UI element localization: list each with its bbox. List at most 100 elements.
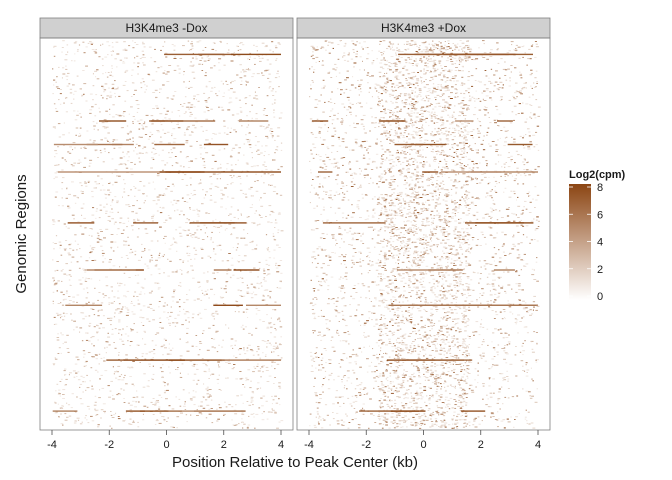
heatmap-cell: [161, 149, 164, 151]
heatmap-cell: [106, 341, 109, 343]
heatmap-cell: [382, 273, 384, 275]
heatmap-cell: [265, 127, 267, 129]
heatmap-cell: [164, 70, 166, 72]
heatmap-cell: [379, 203, 382, 205]
heatmap-cell: [385, 135, 387, 137]
heatmap-cell: [278, 421, 281, 423]
heatmap-cell: [478, 423, 481, 425]
heatmap-cell: [131, 329, 134, 331]
heatmap-cell: [54, 243, 57, 244]
heatmap-cell: [76, 249, 78, 251]
heatmap-cell: [123, 389, 125, 391]
heatmap-cell: [164, 242, 166, 244]
heatmap-cell: [467, 244, 471, 246]
heatmap-cell: [449, 71, 452, 73]
heatmap-cell: [160, 397, 163, 398]
heatmap-cell: [110, 411, 112, 412]
heatmap-cell: [155, 420, 159, 422]
heatmap-cell: [206, 107, 209, 108]
heatmap-cell: [384, 230, 386, 232]
heatmap-cell: [142, 41, 144, 43]
heatmap-cell: [237, 218, 239, 220]
heatmap-cell: [456, 427, 459, 429]
heatmap-cell: [151, 123, 154, 125]
heatmap-cell: [243, 255, 247, 257]
heatmap-cell: [159, 317, 162, 319]
heatmap-cell: [408, 276, 412, 277]
heatmap-cell: [410, 313, 413, 315]
heatmap-cell: [118, 321, 121, 323]
heatmap-cell: [480, 266, 482, 268]
heatmap-cell: [152, 158, 155, 160]
heatmap-cell: [152, 404, 154, 405]
heatmap-cell: [254, 212, 256, 214]
heatmap-cell: [230, 127, 232, 129]
heatmap-cell: [402, 277, 405, 279]
heatmap-cell: [450, 363, 452, 365]
heatmap-cell: [133, 150, 135, 152]
heatmap-cell: [221, 260, 224, 262]
heatmap-cell: [241, 125, 243, 127]
heatmap-cell: [461, 123, 464, 125]
heatmap-cell: [465, 350, 468, 352]
heatmap-cell: [90, 337, 93, 339]
heatmap-cell: [102, 161, 105, 163]
heatmap-cell: [214, 259, 216, 261]
heatmap-cell: [186, 234, 189, 236]
heatmap-cell: [515, 82, 518, 84]
heatmap-cell: [91, 309, 95, 310]
heatmap-cell: [529, 314, 532, 316]
heatmap-cell: [432, 108, 435, 110]
heatmap-cell: [97, 371, 99, 373]
heatmap-cell: [375, 342, 378, 344]
heatmap-cell: [413, 231, 417, 233]
heatmap-cell: [246, 287, 250, 289]
heatmap-cell: [234, 80, 236, 82]
heatmap-cell: [387, 396, 389, 398]
heatmap-cell: [453, 260, 457, 262]
heatmap-cell: [536, 216, 539, 218]
heatmap-cell: [495, 314, 499, 316]
heatmap-cell: [203, 383, 205, 385]
heatmap-cell: [464, 136, 467, 138]
heatmap-cell: [169, 324, 171, 326]
heatmap-cell: [536, 343, 538, 345]
heatmap-cell: [240, 270, 242, 272]
heatmap-cell: [460, 102, 463, 104]
heatmap-cell: [133, 94, 135, 95]
heatmap-cell: [147, 138, 150, 140]
heatmap-cell: [93, 404, 97, 406]
heatmap-cell: [179, 165, 182, 167]
heatmap-cell: [132, 123, 134, 124]
heatmap-cell: [137, 66, 139, 68]
heatmap-cell: [121, 127, 124, 129]
heatmap-cell: [230, 233, 233, 235]
heatmap-cell: [62, 394, 65, 395]
heatmap-cell: [105, 72, 107, 74]
heatmap-cell: [244, 97, 247, 99]
heatmap-cell: [411, 374, 414, 376]
heatmap-cell: [395, 290, 397, 292]
heatmap-cell: [140, 291, 142, 293]
heatmap-cell: [116, 202, 119, 204]
heatmap-cell: [448, 253, 451, 254]
heatmap-cell: [101, 58, 104, 60]
heatmap-cell: [205, 212, 208, 214]
heatmap-cell: [110, 414, 113, 416]
heatmap-cell: [81, 94, 84, 96]
heatmap-cell: [89, 159, 93, 161]
heatmap-cell: [418, 310, 422, 312]
heatmap-cell: [389, 321, 391, 323]
heatmap-cell: [427, 58, 430, 60]
heatmap-cell: [278, 398, 280, 400]
heatmap-cell: [249, 292, 251, 294]
heatmap-cell: [317, 262, 319, 264]
heatmap-cell: [52, 224, 55, 225]
heatmap-cell: [515, 283, 519, 285]
heatmap-cell: [152, 373, 155, 375]
heatmap-cell: [516, 249, 520, 251]
heatmap-cell: [273, 112, 275, 114]
heatmap-cell: [428, 204, 431, 206]
heatmap-cell: [115, 41, 119, 43]
heatmap-cell: [98, 56, 101, 58]
